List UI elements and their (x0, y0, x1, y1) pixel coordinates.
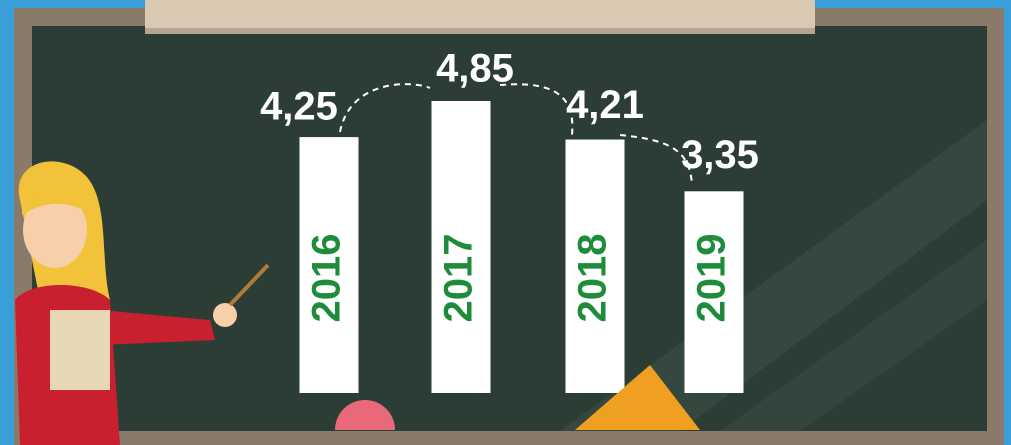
bar (431, 101, 491, 393)
category-label: 2016 (305, 234, 349, 323)
trend-arrows (339, 83, 693, 186)
value-label: 4,85 (436, 47, 514, 91)
top-ledge-shadow (145, 28, 815, 34)
value-label: 4,25 (260, 85, 338, 129)
bars: 4,25 2016 4,85 2017 4,21 2018 3,35 2019 (260, 47, 759, 393)
light-streak (720, 240, 987, 431)
category-label: 2019 (690, 234, 734, 323)
top-ledge (145, 0, 815, 32)
bar (684, 191, 744, 393)
value-label: 4,21 (566, 83, 644, 127)
protractor (335, 400, 395, 430)
bar (565, 139, 625, 393)
teacher (15, 161, 270, 445)
light-streak (560, 120, 987, 431)
category-label: 2017 (437, 234, 481, 323)
set-square (575, 365, 700, 430)
bar (299, 137, 359, 393)
category-label: 2018 (571, 234, 615, 323)
value-label: 3,35 (681, 133, 759, 177)
